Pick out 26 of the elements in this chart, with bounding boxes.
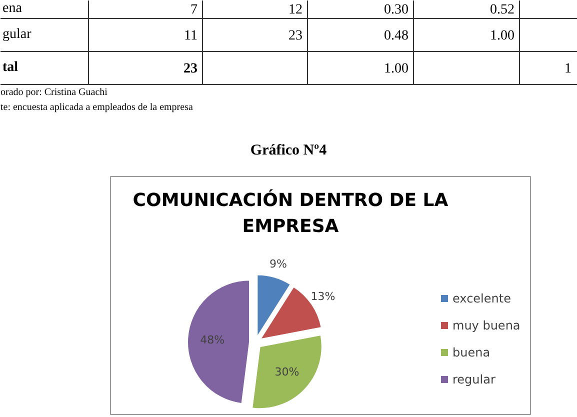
data-label: 48% <box>200 333 225 346</box>
text: ena <box>2 1 23 16</box>
text: te: encuesta aplicada a empleados de la empresa <box>0 102 194 113</box>
text: 1.00 <box>490 28 514 44</box>
text: 11 <box>184 28 198 44</box>
text: 7 <box>190 2 198 18</box>
text: 0.48 <box>384 28 408 44</box>
text: 23 <box>184 62 198 76</box>
text: Gráfico Nº4 <box>250 142 328 158</box>
chart-title: COMUNICACIÓN DENTRO DE LA EMPRESA <box>132 189 448 237</box>
legend-label: excelente <box>452 292 511 306</box>
data-label: 30% <box>274 366 300 379</box>
legend-label: buena <box>452 346 490 360</box>
text: 0.52 <box>490 2 514 18</box>
legend-label: muy buena <box>452 318 520 332</box>
text: 0.30 <box>384 2 408 18</box>
text: 1 <box>564 62 572 76</box>
text: 23 <box>288 28 302 44</box>
data-label: 9% <box>270 258 288 271</box>
text: 1.00 <box>384 62 408 76</box>
data-label: 13% <box>310 290 336 304</box>
text: 12 <box>288 2 302 18</box>
text: orado por: Cristina Guachi <box>0 87 108 98</box>
text: gular <box>2 27 32 42</box>
legend-label: regular <box>452 372 496 386</box>
text: tal <box>2 60 18 75</box>
